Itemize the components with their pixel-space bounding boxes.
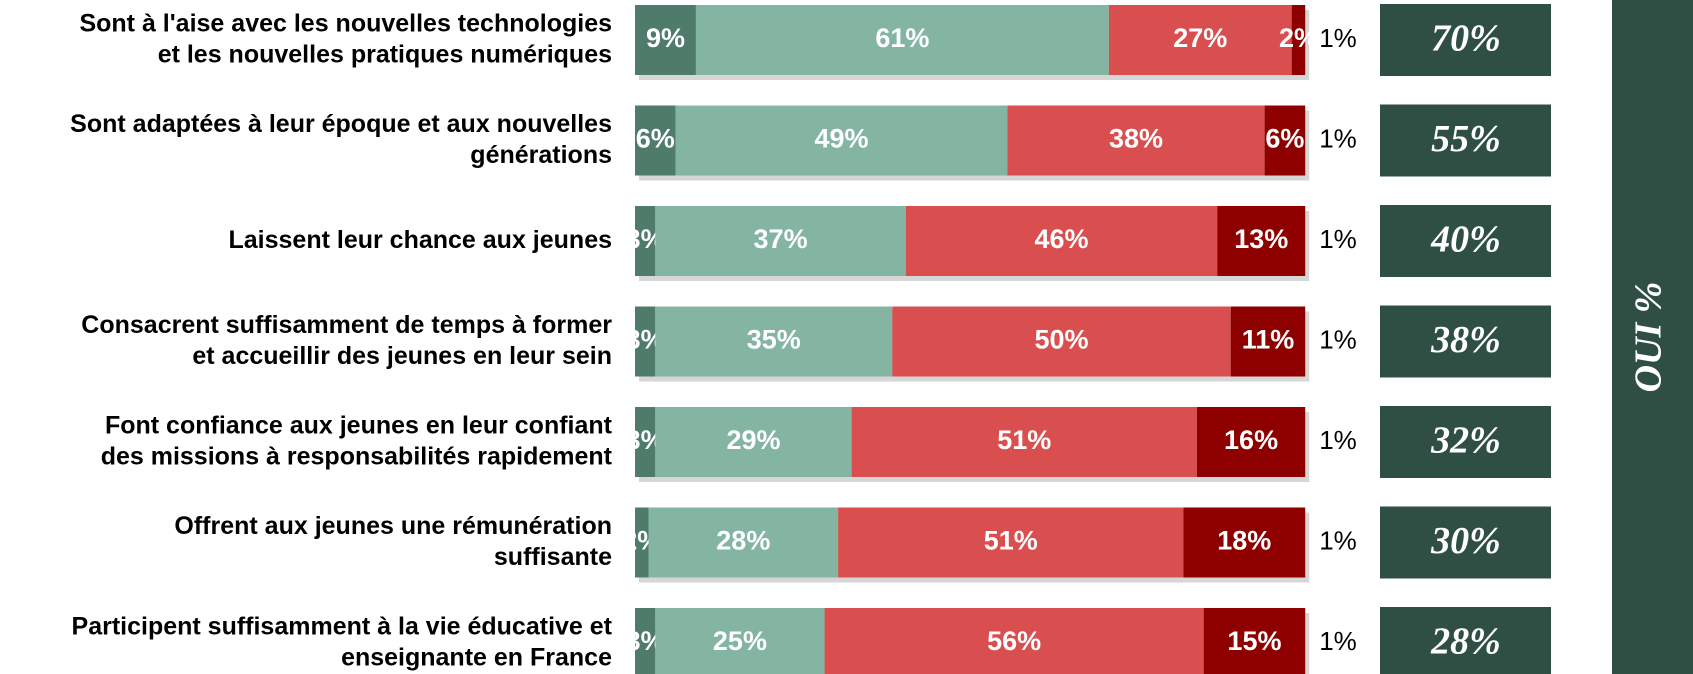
- data-label: 51%: [997, 425, 1051, 455]
- data-label: 15%: [1227, 626, 1281, 656]
- category-label: Consacrent suffisamment de temps à forme…: [81, 311, 612, 370]
- category-label: Font confiance aux jeunes en leur confia…: [101, 411, 613, 470]
- bar-segment: [892, 306, 1231, 377]
- data-label: 27%: [1173, 23, 1227, 53]
- bar-segment: [1007, 105, 1265, 176]
- data-label: 25%: [713, 626, 767, 656]
- data-label: 35%: [747, 325, 801, 355]
- total-box: [1380, 305, 1551, 378]
- bar-segment: [675, 105, 1008, 176]
- bar-segment: [655, 407, 852, 477]
- bar-segment: [635, 5, 696, 75]
- category-label: Participent suffisamment à la vie éducat…: [72, 612, 613, 671]
- bar-segment: [1264, 105, 1306, 176]
- bar-segment: [1196, 407, 1306, 477]
- bar-segment: [655, 306, 893, 377]
- total-box: [1380, 506, 1551, 579]
- bar-segment: [1217, 206, 1306, 276]
- outside-label: 1%: [1319, 224, 1357, 254]
- category-label: Sont à l'aise avec les nouvelles technol…: [79, 9, 612, 68]
- data-label: 37%: [754, 224, 808, 254]
- bar-segment: [635, 206, 656, 276]
- bar-segment: [635, 306, 656, 377]
- total-box: [1380, 406, 1551, 478]
- total-label: 28%: [1430, 621, 1501, 663]
- data-label: 38%: [1109, 124, 1163, 154]
- data-label: 61%: [875, 23, 929, 53]
- data-label: 6%: [636, 124, 675, 154]
- data-label: 6%: [1265, 124, 1304, 154]
- category-label: Laissent leur chance aux jeunes: [229, 226, 613, 254]
- data-label: 28%: [716, 526, 770, 556]
- total-label: 38%: [1430, 319, 1501, 361]
- total-box: [1380, 205, 1551, 277]
- total-box: [1380, 4, 1551, 76]
- totals-title: OUI %: [1628, 282, 1670, 393]
- total-label: 32%: [1430, 420, 1501, 462]
- data-label: 49%: [814, 124, 868, 154]
- total-box: [1380, 104, 1551, 177]
- bar-segment: [655, 206, 906, 276]
- bar-segment: [838, 507, 1184, 578]
- data-label: 46%: [1034, 224, 1088, 254]
- bar-segment: [635, 507, 649, 578]
- bar-segment: [695, 5, 1109, 75]
- bar-segment: [824, 608, 1204, 674]
- outside-label: 1%: [1319, 23, 1357, 53]
- data-label: 18%: [1217, 526, 1271, 556]
- bar-segment: [851, 407, 1197, 477]
- data-label: 16%: [1224, 425, 1278, 455]
- data-label: 2%: [1279, 23, 1318, 53]
- bar-segment: [648, 507, 839, 578]
- bar-segment: [655, 608, 825, 674]
- total-label: 55%: [1431, 118, 1501, 160]
- total-label: 70%: [1431, 18, 1501, 60]
- data-label: 29%: [726, 425, 780, 455]
- bar-segment: [635, 105, 676, 176]
- data-label: 11%: [1242, 325, 1295, 355]
- bar-segment: [1291, 5, 1306, 75]
- bar-segment: [1108, 5, 1292, 75]
- category-label: Sont adaptées à leur époque et aux nouve…: [70, 110, 612, 169]
- bar-segment: [1183, 507, 1306, 578]
- category-label: Offrent aux jeunes une rémunération suffi…: [174, 512, 612, 571]
- bar-segment: [635, 407, 656, 477]
- total-label: 30%: [1430, 520, 1501, 562]
- data-label: 9%: [646, 23, 685, 53]
- outside-label: 1%: [1319, 324, 1357, 354]
- bar-segment: [1203, 608, 1306, 674]
- outside-label: 1%: [1319, 425, 1357, 455]
- totals-panel: [1612, 0, 1693, 674]
- bar-segment: [905, 206, 1218, 276]
- data-label: 56%: [987, 626, 1041, 656]
- data-label: 13%: [1234, 224, 1288, 254]
- outside-label: 1%: [1319, 626, 1357, 656]
- outside-label: 1%: [1319, 525, 1357, 555]
- data-label: 51%: [984, 526, 1038, 556]
- bar-segment: [1230, 306, 1306, 377]
- total-label: 40%: [1430, 219, 1501, 261]
- total-box: [1380, 607, 1551, 674]
- bar-segment: [635, 608, 656, 674]
- outside-label: 1%: [1319, 123, 1357, 153]
- data-label: 50%: [1034, 325, 1088, 355]
